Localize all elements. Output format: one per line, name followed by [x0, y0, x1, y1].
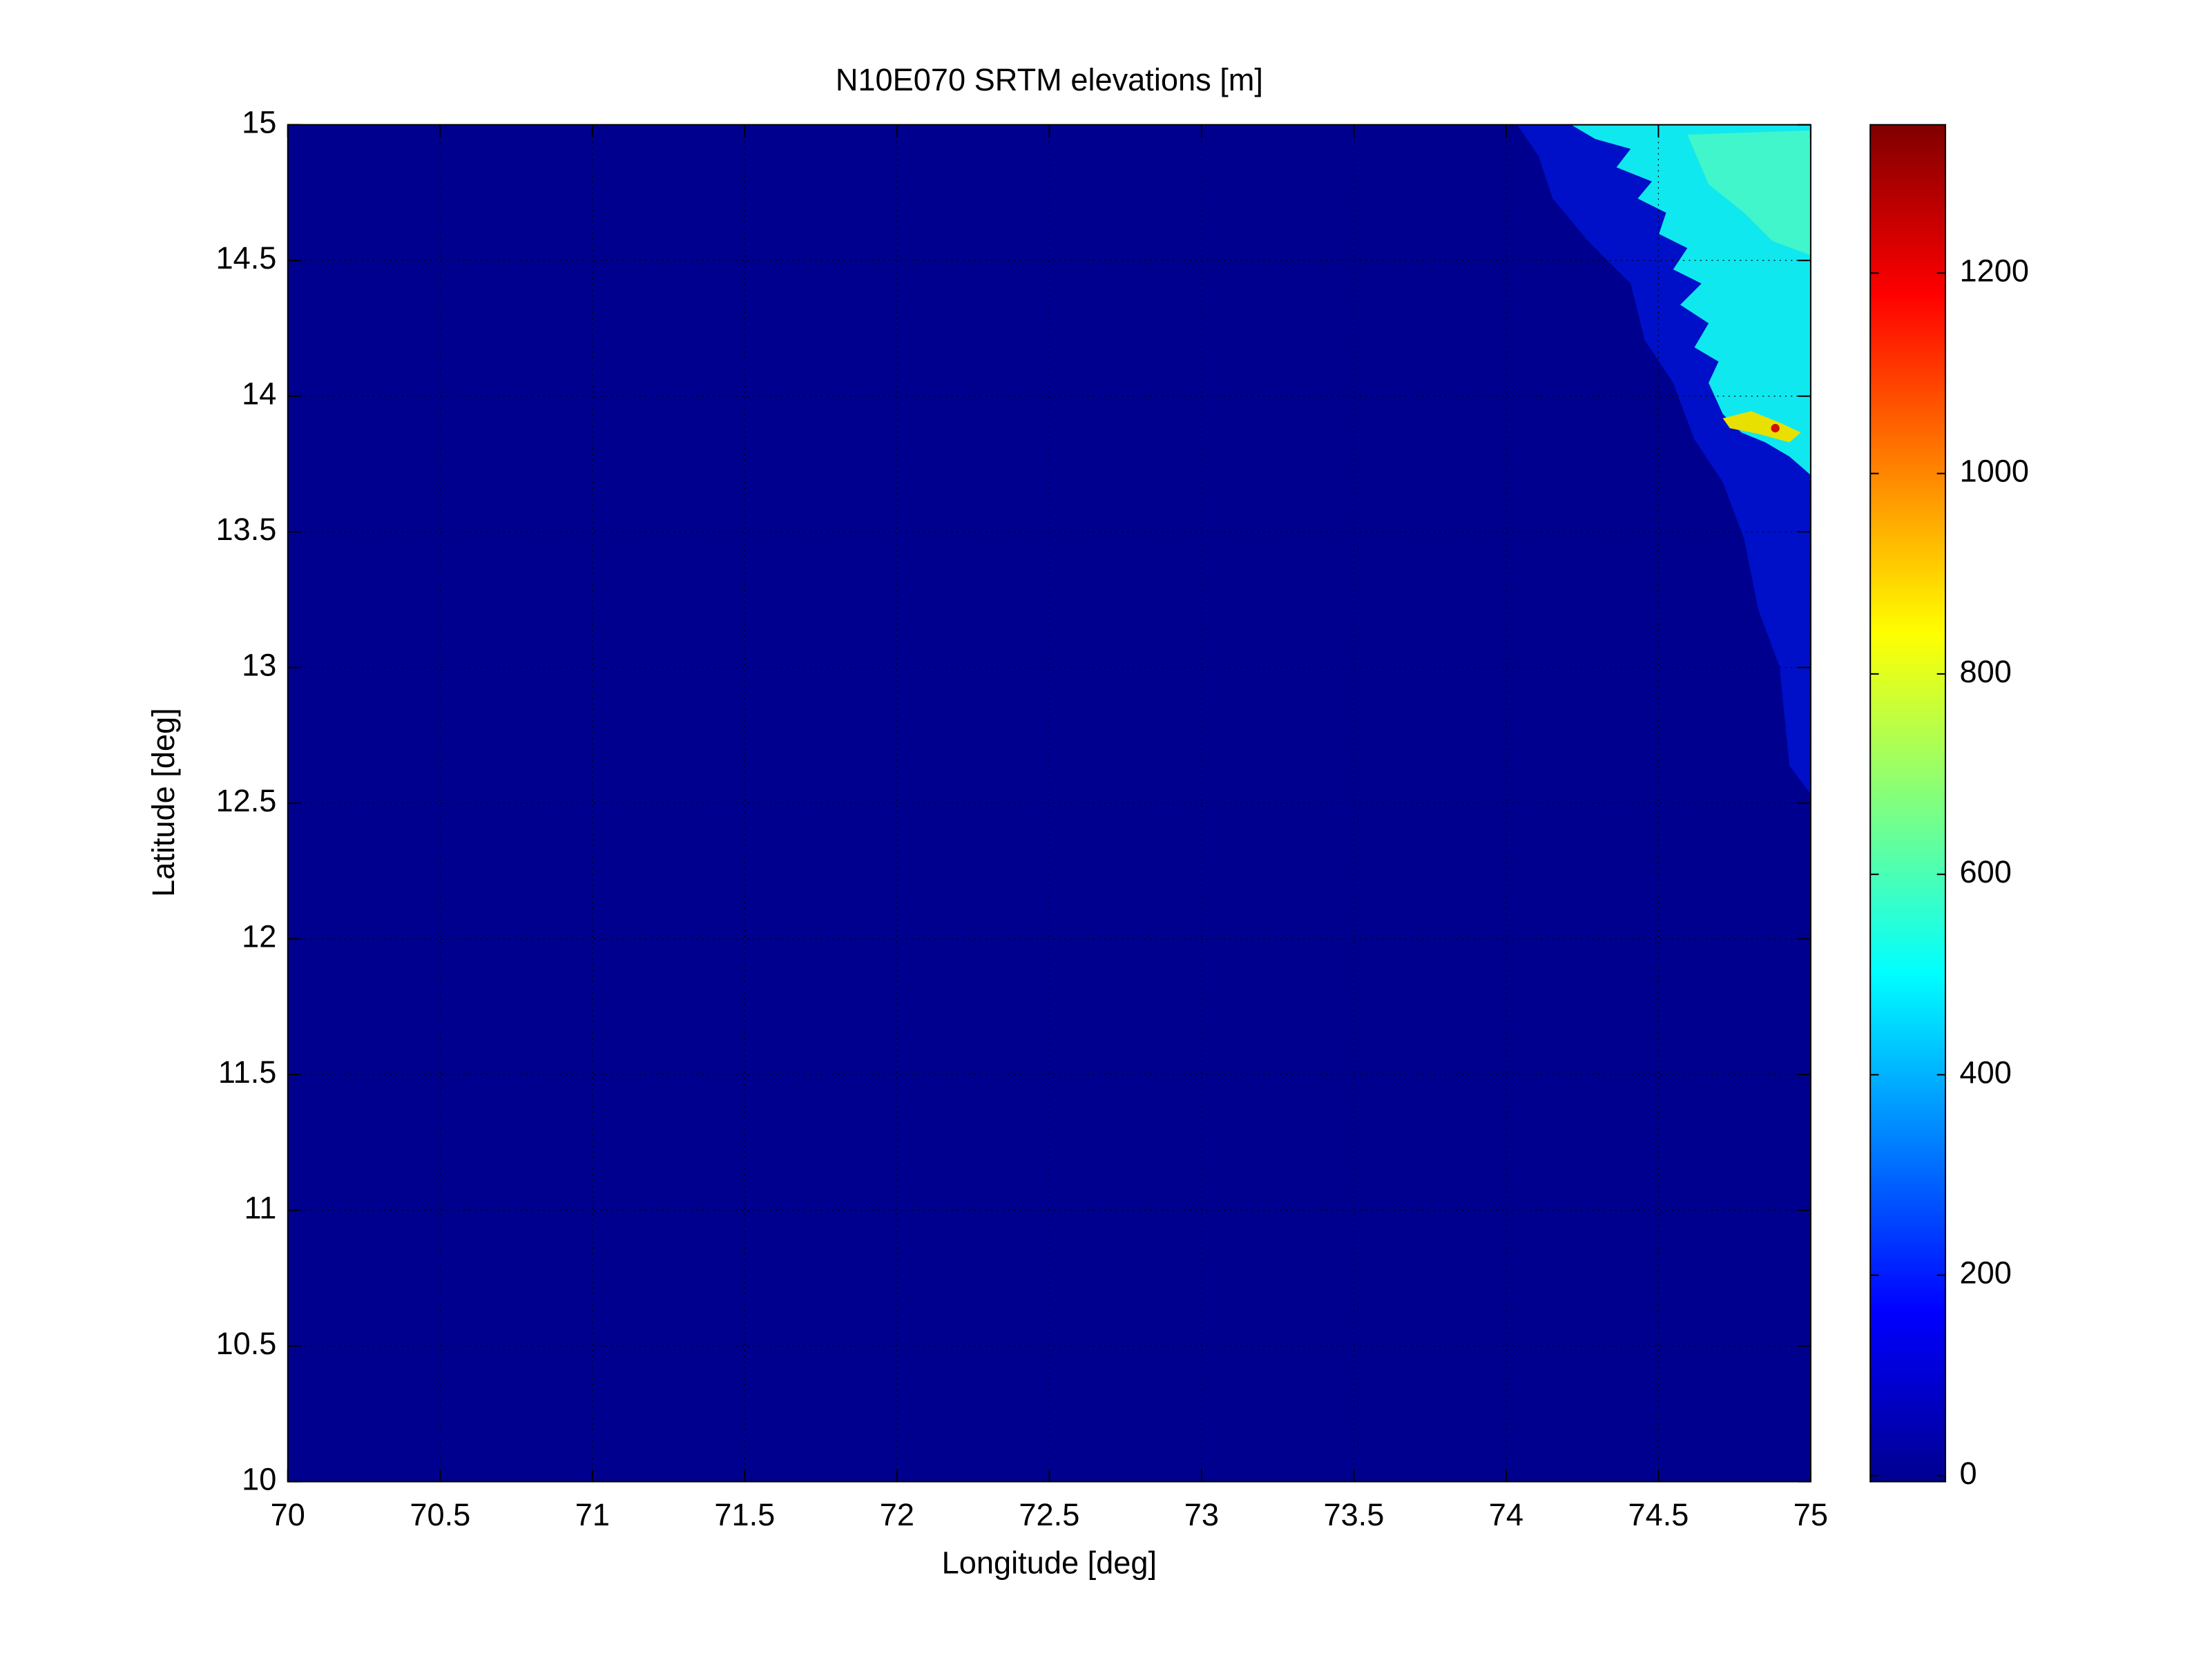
y-tick-label: 11 [244, 1191, 276, 1226]
colorbar-tick-label: 1200 [1960, 253, 2029, 288]
y-tick-label: 14.5 [215, 240, 276, 276]
y-tick-label: 10.5 [215, 1326, 276, 1361]
x-tick-label: 73.5 [1323, 1497, 1384, 1532]
peak [1771, 423, 1780, 433]
y-tick-label: 14 [242, 376, 276, 412]
x-axis-label: Longitude [deg] [942, 1545, 1157, 1581]
colorbar-tick-label: 600 [1960, 854, 2012, 889]
x-tick-label: 71.5 [714, 1497, 775, 1532]
colorbar [1869, 124, 1947, 1483]
colorbar-tick-label: 1000 [1960, 454, 2029, 489]
y-tick-label: 12 [242, 919, 276, 954]
x-tick-label: 70 [271, 1497, 305, 1532]
ridge [1722, 411, 1801, 443]
highland-upper [1687, 130, 1811, 256]
y-tick-label: 11.5 [218, 1054, 277, 1090]
colorbar-tick-label: 800 [1960, 654, 2012, 689]
y-tick-label: 13.5 [215, 512, 276, 547]
chart-title: N10E070 SRTM elevations [m] [836, 62, 1263, 97]
x-tick-label: 75 [1793, 1497, 1828, 1532]
x-tick-label: 71 [575, 1497, 610, 1532]
x-tick-label: 73 [1184, 1497, 1219, 1532]
terrain [1517, 124, 1811, 794]
x-tick-label: 72 [880, 1497, 914, 1532]
x-tick-label: 74.5 [1628, 1497, 1689, 1532]
x-tick-label: 74 [1489, 1497, 1523, 1532]
y-tick-label: 13 [242, 648, 276, 683]
y-axis-label: Latitude [deg] [146, 708, 181, 897]
x-tick-label: 70.5 [410, 1497, 470, 1532]
y-tick-label: 15 [242, 105, 276, 140]
x-tick-label: 72.5 [1019, 1497, 1079, 1532]
colorbar-tick-label: 400 [1960, 1054, 2012, 1090]
colorbar-tick-label: 200 [1960, 1255, 2012, 1291]
y-tick-label: 10 [242, 1462, 276, 1497]
y-tick-label: 12.5 [215, 783, 276, 818]
colorbar-tick-label: 0 [1960, 1456, 1977, 1491]
